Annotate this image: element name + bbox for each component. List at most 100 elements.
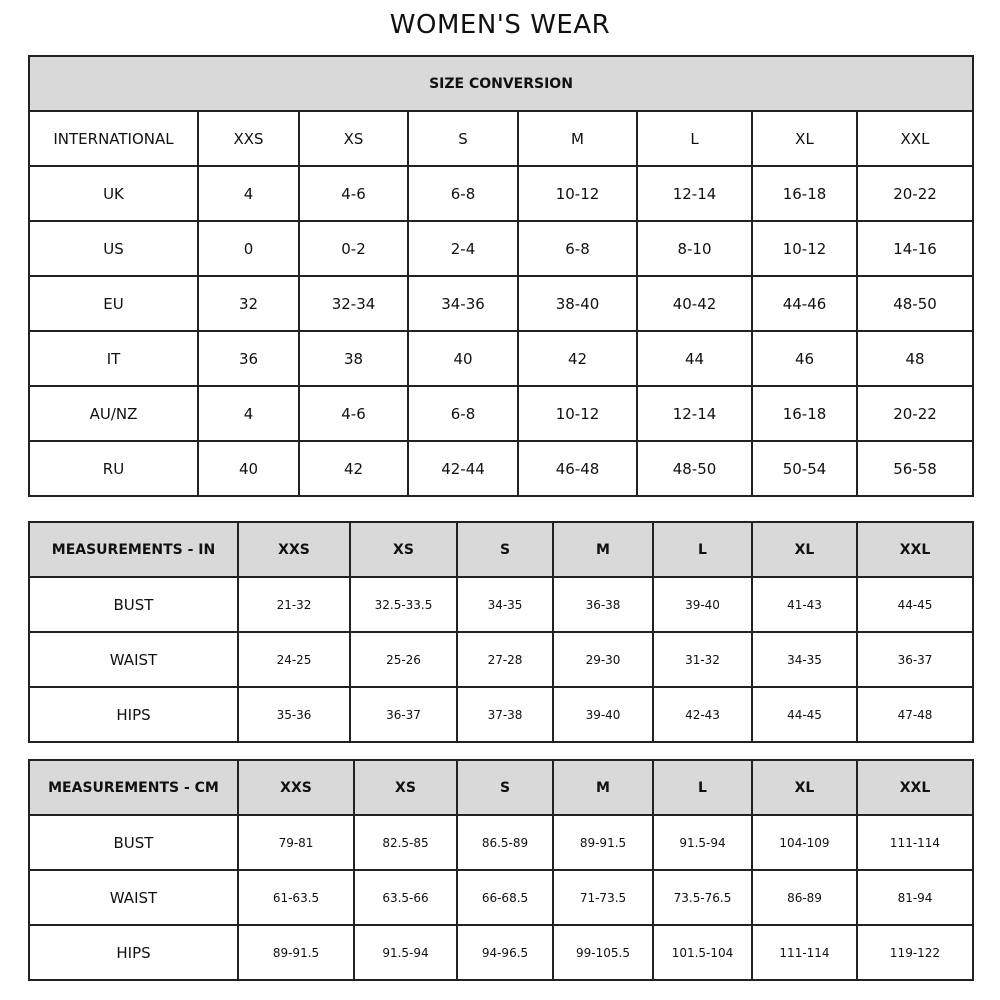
table-cell: 44: [636, 330, 753, 387]
size-header: M: [552, 759, 654, 816]
table-cell: 34-35: [456, 576, 554, 633]
table-cell: 111-114: [856, 814, 974, 871]
table-cell: 40: [197, 440, 300, 497]
table-cell: 21-32: [237, 576, 351, 633]
table-caption: SIZE CONVERSION: [28, 55, 974, 112]
table-row: US 0 0-2 2-4 6-8 8-10 10-12 14-16: [28, 220, 974, 277]
table-cell: 39-40: [652, 576, 753, 633]
table-cell: 4-6: [298, 165, 409, 222]
table-row: BUST 79-81 82.5-85 86.5-89 89-91.5 91.5-94 104…: [28, 814, 974, 871]
row-label: IT: [28, 330, 199, 387]
size-header: XXL: [856, 110, 974, 167]
size-header: XXL: [856, 759, 974, 816]
row-label: UK: [28, 165, 199, 222]
table-row: RU 40 42 42-44 46-48 48-50 50-54 56-58: [28, 440, 974, 497]
table-cell: 14-16: [856, 220, 974, 277]
table-row: EU 32 32-34 34-36 38-40 40-42 44-46 48-50: [28, 275, 974, 332]
table-row: WAIST 61-63.5 63.5-66 66-68.5 71-73.5 73.5-76…: [28, 869, 974, 926]
table-cell: 31-32: [652, 631, 753, 688]
table-cell: 91.5-94: [353, 924, 458, 981]
size-header: XL: [751, 521, 858, 578]
size-header: L: [636, 110, 753, 167]
table-cell: 46-48: [517, 440, 638, 497]
table-cell: 41-43: [751, 576, 858, 633]
table-cell: 82.5-85: [353, 814, 458, 871]
table-cell: 36-37: [349, 686, 458, 743]
table-cell: 42: [517, 330, 638, 387]
table-cell: 86-89: [751, 869, 858, 926]
table-cell: 20-22: [856, 165, 974, 222]
table-cell: 71-73.5: [552, 869, 654, 926]
row-label: WAIST: [28, 631, 239, 688]
size-header: S: [456, 521, 554, 578]
size-header: XS: [349, 521, 458, 578]
header-label: INTERNATIONAL: [28, 110, 199, 167]
header-row: INTERNATIONAL XXS XS S M L XL XXL: [28, 110, 974, 167]
table-cell: 25-26: [349, 631, 458, 688]
table-cell: 91.5-94: [652, 814, 753, 871]
row-label: AU/NZ: [28, 385, 199, 442]
table-cell: 48: [856, 330, 974, 387]
table-cell: 10-12: [751, 220, 858, 277]
row-label: HIPS: [28, 924, 239, 981]
table-cell: 46: [751, 330, 858, 387]
table-cell: 42-43: [652, 686, 753, 743]
row-label: BUST: [28, 814, 239, 871]
table-cell: 119-122: [856, 924, 974, 981]
size-header: XXS: [197, 110, 300, 167]
table-row: HIPS 89-91.5 91.5-94 94-96.5 99-105.5 101.5-1…: [28, 924, 974, 981]
caption-row: SIZE CONVERSION: [28, 55, 974, 112]
table-cell: 36: [197, 330, 300, 387]
table-cell: 38: [298, 330, 409, 387]
table-cell: 20-22: [856, 385, 974, 442]
table-cell: 48-50: [856, 275, 974, 332]
table-cell: 40: [407, 330, 519, 387]
size-header: XS: [298, 110, 409, 167]
table-cell: 34-35: [751, 631, 858, 688]
table-cell: 79-81: [237, 814, 355, 871]
row-label: WAIST: [28, 869, 239, 926]
table-cell: 61-63.5: [237, 869, 355, 926]
table-cell: 35-36: [237, 686, 351, 743]
table-row: HIPS 35-36 36-37 37-38 39-40 42-43 44-45 47-48: [28, 686, 974, 743]
table-cell: 0: [197, 220, 300, 277]
table-cell: 66-68.5: [456, 869, 554, 926]
size-header: M: [552, 521, 654, 578]
table-cell: 38-40: [517, 275, 638, 332]
table-row: BUST 21-32 32.5-33.5 34-35 36-38 39-40 41-43 44…: [28, 576, 974, 633]
table-row: UK 4 4-6 6-8 10-12 12-14 16-18 20-22: [28, 165, 974, 222]
table-cell: 86.5-89: [456, 814, 554, 871]
header-label: MEASUREMENTS - CM: [28, 759, 239, 816]
size-header: L: [652, 759, 753, 816]
table-cell: 44-45: [856, 576, 974, 633]
table-cell: 42: [298, 440, 409, 497]
size-header: S: [456, 759, 554, 816]
table-cell: 0-2: [298, 220, 409, 277]
table-cell: 111-114: [751, 924, 858, 981]
table-cell: 29-30: [552, 631, 654, 688]
table-cell: 39-40: [552, 686, 654, 743]
table-cell: 32: [197, 275, 300, 332]
table-cell: 94-96.5: [456, 924, 554, 981]
size-header: XXL: [856, 521, 974, 578]
header-label: MEASUREMENTS - IN: [28, 521, 239, 578]
header-row: MEASUREMENTS - IN XXS XS S M L XL XXL: [28, 521, 974, 578]
table-cell: 2-4: [407, 220, 519, 277]
row-label: EU: [28, 275, 199, 332]
size-header: XL: [751, 759, 858, 816]
table-cell: 89-91.5: [552, 814, 654, 871]
table-cell: 34-36: [407, 275, 519, 332]
table-cell: 4: [197, 165, 300, 222]
table-cell: 16-18: [751, 385, 858, 442]
row-label: US: [28, 220, 199, 277]
table-cell: 27-28: [456, 631, 554, 688]
table-cell: 12-14: [636, 385, 753, 442]
row-label: RU: [28, 440, 199, 497]
table-cell: 89-91.5: [237, 924, 355, 981]
size-header: L: [652, 521, 753, 578]
row-label: BUST: [28, 576, 239, 633]
size-header: S: [407, 110, 519, 167]
table-cell: 44-45: [751, 686, 858, 743]
table-cell: 50-54: [751, 440, 858, 497]
table-cell: 42-44: [407, 440, 519, 497]
